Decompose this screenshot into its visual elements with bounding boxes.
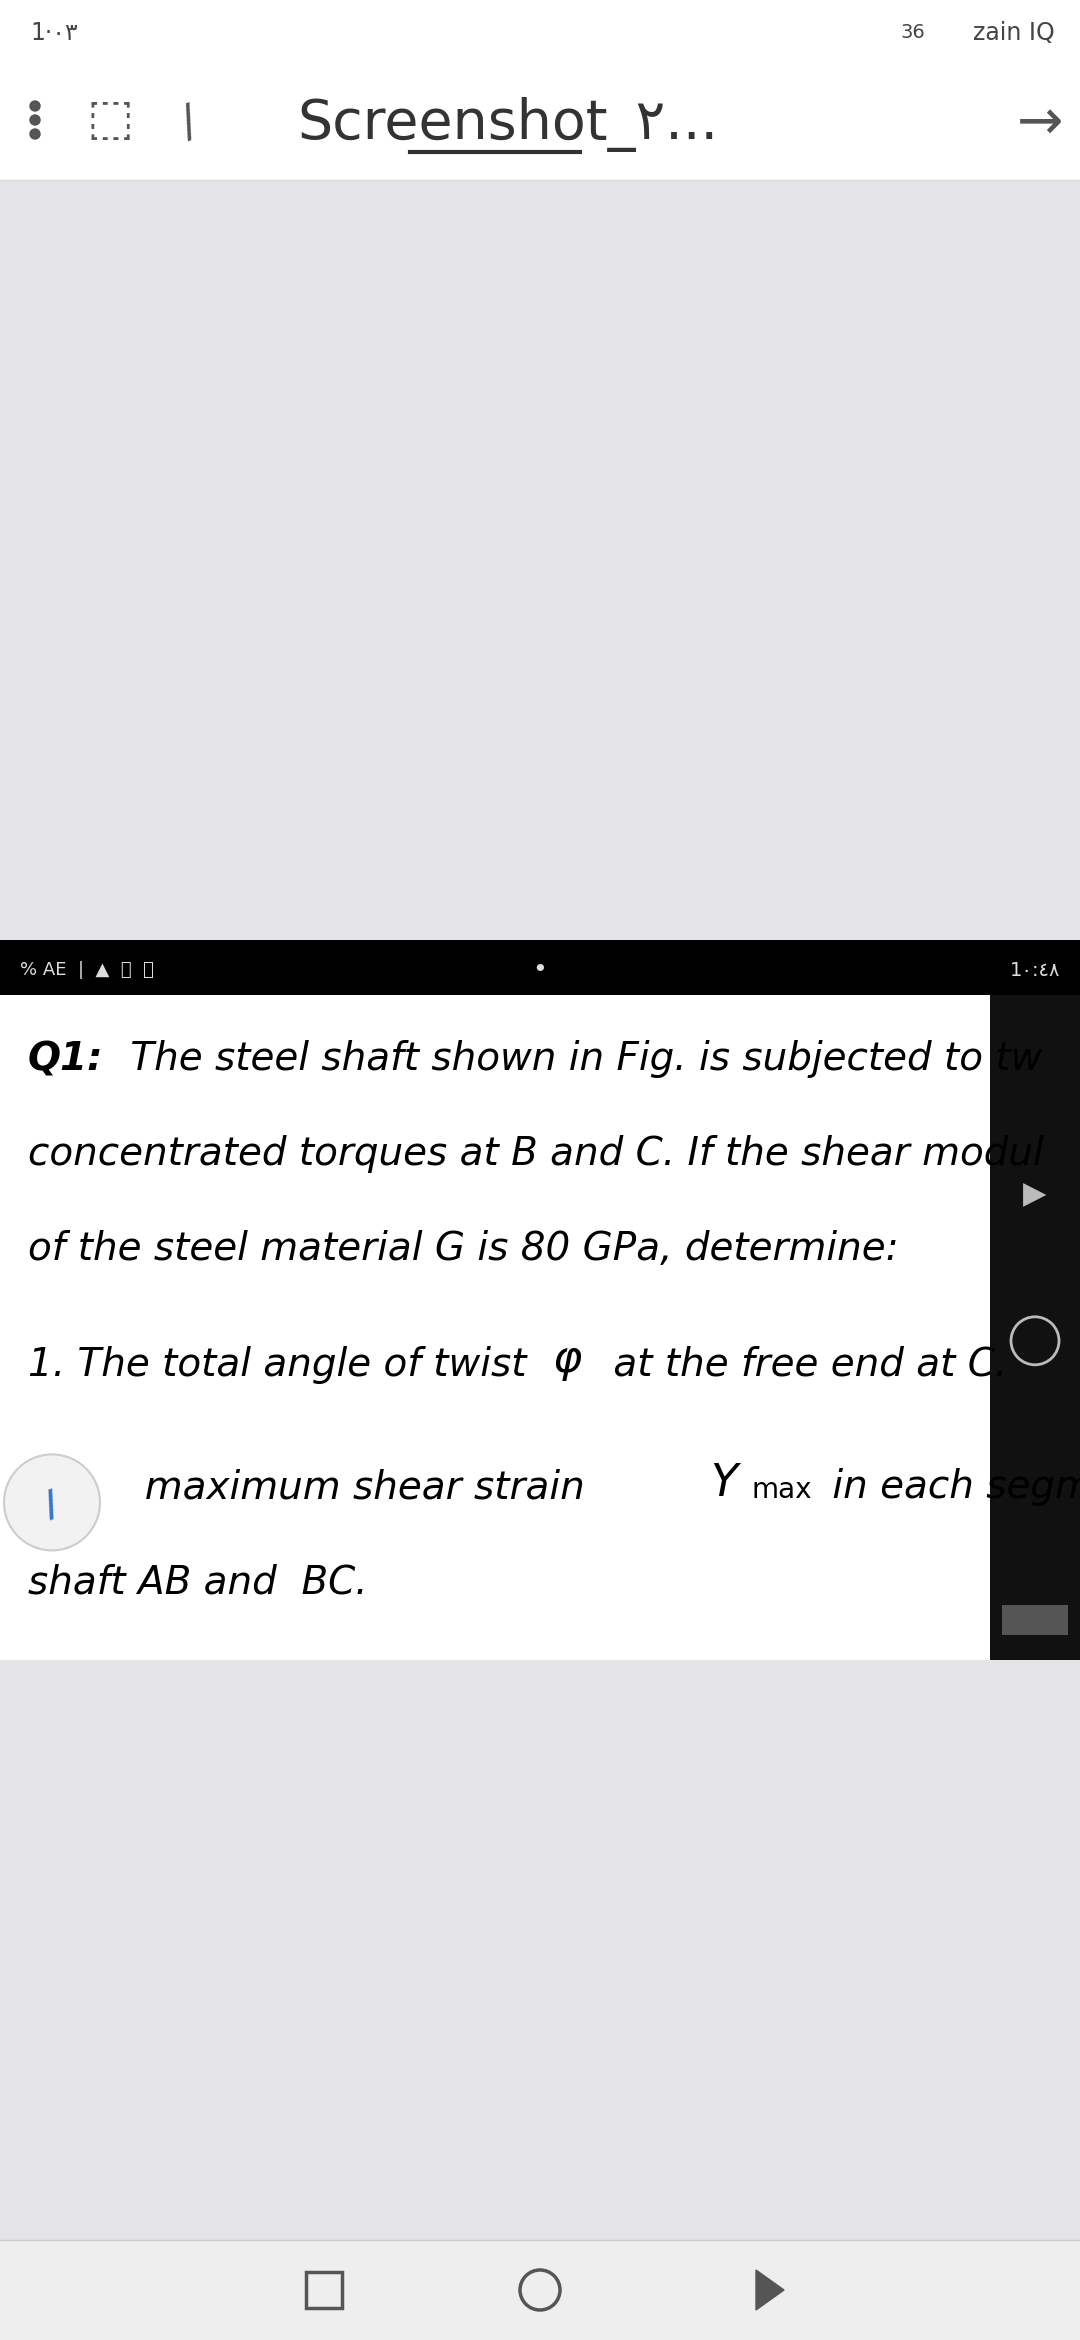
FancyBboxPatch shape — [0, 61, 1080, 180]
Text: ·: · — [8, 1484, 22, 1526]
Text: 36: 36 — [901, 23, 924, 42]
FancyBboxPatch shape — [0, 0, 1080, 61]
Text: The steel shaft shown in Fig. is subjected to tw: The steel shaft shown in Fig. is subject… — [118, 1039, 1042, 1079]
Text: /: / — [176, 101, 204, 145]
Text: /: / — [40, 1488, 64, 1523]
Circle shape — [4, 1455, 100, 1551]
Text: 1٠:٤٨: 1٠:٤٨ — [1010, 962, 1059, 980]
Text: Y: Y — [710, 1462, 738, 1505]
FancyBboxPatch shape — [0, 2239, 1080, 2340]
Text: zain IQ: zain IQ — [973, 21, 1055, 44]
Text: 1. The total angle of twist: 1. The total angle of twist — [28, 1346, 527, 1383]
Text: ⬚: ⬚ — [86, 96, 134, 145]
Text: % AE  |  ▲  🔇  ⏰: % AE | ▲ 🔇 ⏰ — [21, 962, 153, 978]
Text: max: max — [752, 1477, 812, 1505]
Text: →: → — [1016, 96, 1063, 152]
Text: shaft AB and  BC.: shaft AB and BC. — [28, 1563, 367, 1601]
FancyBboxPatch shape — [0, 180, 1080, 941]
Polygon shape — [756, 2270, 784, 2310]
Text: of the steel material G is 80 GPa, determine:: of the steel material G is 80 GPa, deter… — [28, 1231, 899, 1268]
Text: maximum shear strain: maximum shear strain — [120, 1470, 584, 1507]
Circle shape — [30, 129, 40, 138]
FancyBboxPatch shape — [0, 1659, 1080, 2239]
FancyBboxPatch shape — [990, 994, 1080, 1659]
Circle shape — [30, 115, 40, 124]
Circle shape — [30, 101, 40, 110]
Text: in each segment: in each segment — [820, 1470, 1080, 1507]
Text: concentrated torques at B and C. If the shear modul: concentrated torques at B and C. If the … — [28, 1135, 1043, 1172]
Text: φ: φ — [553, 1338, 582, 1381]
Text: Screenshot_٢...: Screenshot_٢... — [297, 96, 718, 152]
Text: •: • — [532, 959, 548, 983]
FancyBboxPatch shape — [0, 941, 1080, 994]
Text: at the free end at C.: at the free end at C. — [600, 1346, 1008, 1383]
Text: 1·٠٣: 1·٠٣ — [30, 21, 78, 44]
Text: Q1:: Q1: — [28, 1039, 104, 1079]
Text: ▶: ▶ — [1023, 1179, 1047, 1210]
FancyBboxPatch shape — [1002, 1605, 1068, 1636]
FancyBboxPatch shape — [0, 994, 990, 1659]
